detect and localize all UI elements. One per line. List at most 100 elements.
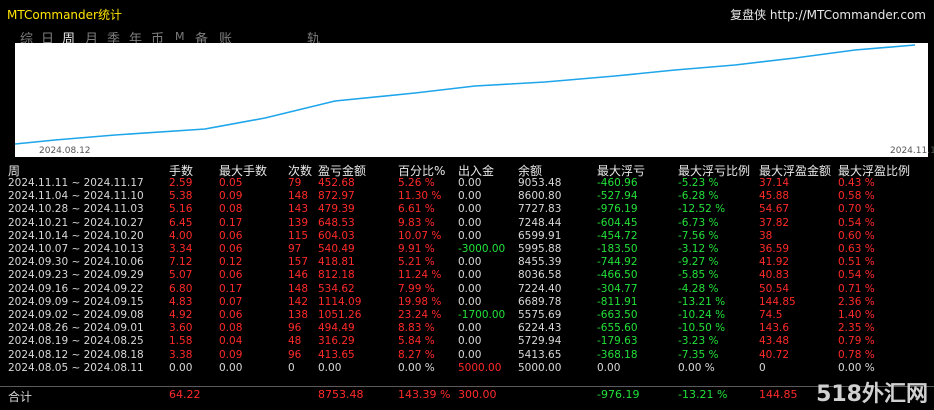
col-max-float-loss-pct[interactable]: 最大浮亏比例: [678, 164, 751, 178]
cell-count: 79: [288, 177, 302, 189]
cell-week: 2024.08.19 ~ 2024.08.25: [8, 335, 144, 348]
cell-balance: 5413.65: [518, 348, 562, 361]
cell-pnl: 604.03: [318, 229, 355, 242]
col-week[interactable]: 周: [8, 164, 21, 178]
cell-pct: 11.30 %: [398, 190, 442, 203]
brand-url[interactable]: http://MTCommander.com: [769, 8, 926, 22]
cell-pnl: 413.65: [318, 348, 355, 361]
cell-pnl: 872.97: [318, 190, 355, 203]
cell-max-float-loss-pct: -10.24 %: [678, 309, 726, 321]
cell-pnl: 540.49: [318, 243, 355, 255]
table-row[interactable]: 2024.09.09 ~ 2024.09.15 4.83 0.07 142 1114.0…: [0, 296, 934, 309]
cell-max-float-profit-pct: 0.43 %: [838, 177, 875, 189]
cell-max-lots: 0.17: [219, 282, 243, 295]
cell-max-float-profit-pct: 0.70 %: [838, 203, 875, 216]
cell-pnl: 479.39: [318, 203, 355, 216]
cell-max-float-loss-pct: -9.27 %: [678, 256, 719, 269]
cell-count: 96: [288, 322, 302, 335]
table-row[interactable]: 2024.08.05 ~ 2024.08.11 0.00 0.00 0 0.00 0.00…: [0, 362, 934, 375]
cell-lots: 4.00: [169, 229, 193, 242]
total-pct: 143.39 %: [398, 388, 451, 401]
table-row[interactable]: 2024.10.21 ~ 2024.10.27 6.45 0.17 139 648.53…: [0, 217, 934, 230]
cell-pct: 8.27 %: [398, 348, 435, 361]
col-max-float-loss[interactable]: 最大浮亏: [597, 164, 646, 178]
cell-max-float-loss-pct: -5.85 %: [678, 269, 719, 282]
table-row[interactable]: 2024.08.12 ~ 2024.08.18 3.38 0.09 96 413.65 8…: [0, 349, 934, 362]
cell-max-float-profit: 38: [759, 229, 773, 242]
table-row[interactable]: 2024.09.02 ~ 2024.09.08 4.92 0.06 138 1051.2…: [0, 309, 934, 322]
cell-max-float-loss-pct: -13.21 %: [678, 295, 726, 308]
cell-max-float-loss: -179.63: [597, 335, 638, 348]
chart-start-date: 2024.08.12: [39, 146, 91, 156]
cell-lots: 0.00: [169, 361, 193, 374]
cell-max-float-profit: 37.82: [759, 216, 790, 229]
cell-week: 2024.09.02 ~ 2024.09.08: [8, 309, 144, 321]
cell-max-float-loss-pct: -6.28 %: [678, 190, 719, 203]
cell-lots: 3.60: [169, 322, 193, 335]
table-row[interactable]: 2024.11.11 ~ 2024.11.17 2.59 0.05 79 452.68 5…: [0, 177, 934, 190]
table-row[interactable]: 2024.09.16 ~ 2024.09.22 6.80 0.17 148 534.62…: [0, 283, 934, 296]
col-pnl[interactable]: 盈亏金额: [318, 164, 367, 178]
col-max-float-profit[interactable]: 最大浮盈金额: [759, 164, 832, 178]
cell-count: 48: [288, 335, 302, 348]
col-max-lots[interactable]: 最大手数: [219, 164, 268, 178]
cell-max-float-loss: -976.19: [597, 203, 638, 216]
cell-week: 2024.09.30 ~ 2024.10.06: [8, 256, 144, 269]
col-balance[interactable]: 余额: [518, 164, 543, 178]
cell-pnl: 316.29: [318, 335, 355, 348]
table-row[interactable]: 2024.10.14 ~ 2024.10.20 4.00 0.06 115 604.03…: [0, 230, 934, 243]
cell-balance: 5575.69: [518, 309, 562, 321]
cell-max-float-profit: 143.6: [759, 322, 790, 335]
cell-pnl: 1051.26: [318, 309, 362, 321]
table-row[interactable]: 2024.08.19 ~ 2024.08.25 1.58 0.04 48 316.29 5…: [0, 335, 934, 348]
cell-flow: 0.00: [458, 229, 482, 242]
cell-pct: 6.61 %: [398, 203, 435, 216]
cell-week: 2024.10.21 ~ 2024.10.27: [8, 216, 144, 229]
cell-max-float-profit: 144.85: [759, 295, 796, 308]
cell-count: 142: [288, 295, 309, 308]
table-row[interactable]: 2024.08.26 ~ 2024.09.01 3.60 0.08 96 494.49 8…: [0, 322, 934, 335]
cell-lots: 2.59: [169, 177, 193, 189]
col-pct[interactable]: 百分比%: [398, 164, 446, 178]
table-row[interactable]: 2024.10.07 ~ 2024.10.13 3.34 0.06 97 540.49 9…: [0, 243, 934, 256]
cell-balance: 6689.78: [518, 295, 562, 308]
title-bar: MTCommander统计 复盘侠 http://MTCommander.com: [0, 0, 934, 24]
cell-lots: 3.34: [169, 243, 193, 255]
cell-pct: 0.00 %: [398, 361, 435, 374]
cell-pct: 10.07 %: [398, 229, 442, 242]
cell-week: 2024.09.09 ~ 2024.09.15: [8, 295, 144, 308]
cell-flow: 0.00: [458, 322, 482, 335]
cell-max-float-profit-pct: 2.36 %: [838, 295, 875, 308]
col-max-float-profit-pct[interactable]: 最大浮盈比例: [838, 164, 911, 178]
cell-pnl: 812.18: [318, 269, 355, 282]
col-count[interactable]: 次数: [288, 164, 313, 178]
cell-max-lots: 0.12: [219, 256, 243, 269]
table-row[interactable]: 2024.09.23 ~ 2024.09.29 5.07 0.06 146 812.18…: [0, 269, 934, 282]
total-pnl: 8753.48: [318, 388, 364, 401]
site-watermark: 518外汇网: [816, 382, 928, 407]
cell-max-float-profit: 50.54: [759, 282, 790, 295]
cell-pct: 23.24 %: [398, 309, 442, 321]
col-lots[interactable]: 手数: [169, 164, 194, 178]
cell-max-lots: 0.05: [219, 177, 243, 189]
cell-max-float-loss-pct: -3.23 %: [678, 335, 719, 348]
tab-m[interactable]: M: [175, 30, 185, 43]
cell-pct: 11.24 %: [398, 269, 442, 282]
cell-max-float-loss-pct: -7.56 %: [678, 229, 719, 242]
brand-link[interactable]: 复盘侠 http://MTCommander.com: [730, 6, 926, 23]
cell-max-float-loss: -744.92: [597, 256, 638, 269]
cell-pct: 5.26 %: [398, 177, 435, 189]
table-row[interactable]: 2024.11.04 ~ 2024.11.10 5.38 0.09 148 872.97…: [0, 190, 934, 203]
cell-balance: 6599.91: [518, 229, 562, 242]
cell-flow: 0.00: [458, 177, 482, 189]
cell-balance: 5000.00: [518, 361, 562, 374]
cell-count: 139: [288, 216, 309, 229]
cell-balance: 7727.83: [518, 203, 562, 216]
table-row[interactable]: 2024.09.30 ~ 2024.10.06 7.12 0.12 157 418.81…: [0, 256, 934, 269]
cell-max-float-loss-pct: -5.23 %: [678, 177, 719, 189]
cell-lots: 6.80: [169, 282, 193, 295]
cell-flow: 0.00: [458, 269, 482, 282]
cell-count: 0: [288, 361, 295, 374]
table-row[interactable]: 2024.10.28 ~ 2024.11.03 5.16 0.08 143 479.39…: [0, 203, 934, 216]
col-flow[interactable]: 出入金: [458, 164, 495, 178]
